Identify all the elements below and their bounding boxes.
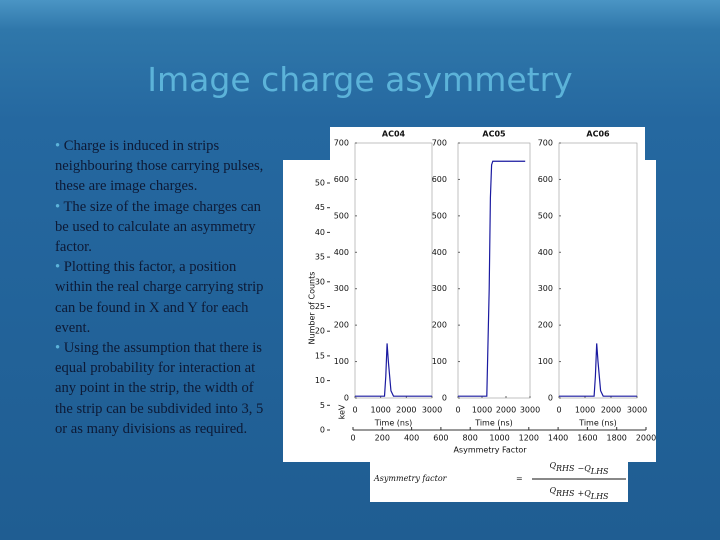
y-tick-label: 200 (334, 321, 349, 330)
bullet-list: Charge is induced in strips neighbouring… (55, 136, 273, 439)
y-tick-label: 600 (334, 175, 349, 184)
y-tick-label: 700 (538, 139, 553, 148)
y-tick-label: 500 (334, 211, 349, 220)
y-tick-label: 200 (538, 321, 553, 330)
operator: + (578, 489, 585, 498)
bullet: The size of the image charges can be use… (55, 197, 273, 258)
x-tick-label: 1000 (370, 406, 390, 415)
y-tick-label: 600 (538, 175, 553, 184)
bullet: Plotting this factor, a position within … (55, 257, 273, 338)
plot-frame (354, 142, 433, 399)
x-axis-label: Time (ns) (374, 419, 413, 428)
x-tick-label: 200 (375, 434, 390, 443)
formula-numerator: QRHS −QLHS (549, 461, 609, 476)
y-axis-label: keV (338, 404, 347, 419)
symbol: Q (549, 461, 556, 470)
formula-denominator: QRHS +QLHS (549, 486, 609, 501)
x-tick-label: 2000 (396, 406, 416, 415)
x-tick-label: 2000 (496, 406, 516, 415)
y-tick-label: 30 (315, 277, 325, 286)
plot-frame (558, 142, 638, 399)
x-tick-label: 2000 (636, 434, 656, 443)
waveform (458, 160, 526, 397)
x-tick-label: 3000 (627, 406, 647, 415)
operator: − (578, 464, 585, 473)
symbol: Q (584, 489, 591, 498)
subscript: LHS (590, 492, 609, 501)
bullet: Charge is induced in strips neighbouring… (55, 136, 273, 197)
y-axis-label: Number of Counts (308, 272, 317, 345)
y-tick-label: 0 (320, 426, 325, 435)
waveform (559, 343, 637, 397)
y-tick-label: 0 (548, 394, 553, 403)
x-tick-label: 3000 (422, 406, 442, 415)
y-tick-label: 50 (315, 179, 325, 188)
y-tick-label: 400 (334, 248, 349, 257)
y-tick-label: 100 (432, 357, 447, 366)
waveform (355, 343, 432, 397)
x-tick-label: 1400 (548, 434, 568, 443)
symbol: Q (549, 486, 556, 495)
x-tick-label: 2000 (601, 406, 621, 415)
x-tick-label: 1000 (575, 406, 595, 415)
y-tick-label: 10 (315, 376, 325, 385)
x-tick-label: 3000 (520, 406, 540, 415)
y-tick-label: 45 (315, 203, 325, 212)
panel-title: AC04 (382, 130, 406, 139)
x-tick-label: 1200 (519, 434, 539, 443)
x-tick-label: 0 (556, 406, 561, 415)
x-tick-label: 400 (404, 434, 419, 443)
y-tick-label: 300 (432, 284, 447, 293)
bullet: Using the assumption that there is equal… (55, 338, 273, 439)
x-tick-label: 1000 (472, 406, 492, 415)
y-tick-label: 300 (334, 284, 349, 293)
y-tick-label: 700 (334, 139, 349, 148)
symbol: Q (584, 464, 591, 473)
y-tick-label: 700 (432, 139, 447, 148)
slide-title: Image charge asymmetry (147, 60, 573, 99)
x-tick-label: 1800 (607, 434, 627, 443)
y-tick-label: 25 (315, 302, 325, 311)
x-tick-label: 0 (350, 434, 355, 443)
panel-title: AC05 (482, 130, 506, 139)
y-tick-label: 100 (538, 357, 553, 366)
subscript: LHS (590, 467, 609, 476)
x-tick-label: 800 (463, 434, 478, 443)
formula-equals: = (516, 474, 523, 483)
x-tick-label: 0 (352, 406, 357, 415)
y-tick-label: 15 (315, 351, 325, 360)
y-tick-label: 40 (315, 228, 325, 237)
subscript: RHS (555, 464, 575, 473)
subscript: RHS (555, 489, 575, 498)
plot-frame (457, 142, 531, 399)
y-tick-label: 400 (432, 248, 447, 257)
y-tick-label: 35 (315, 253, 325, 262)
x-tick-label: 0 (455, 406, 460, 415)
y-tick-label: 500 (538, 211, 553, 220)
x-axis-label: Time (ns) (578, 419, 617, 428)
x-tick-label: 600 (433, 434, 448, 443)
formula-lhs: Asymmetry factor (373, 474, 448, 483)
y-tick-label: 5 (320, 401, 325, 410)
y-tick-label: 20 (315, 327, 325, 336)
y-tick-label: 300 (538, 284, 553, 293)
y-tick-label: 0 (344, 394, 349, 403)
y-tick-label: 200 (432, 321, 447, 330)
x-tick-label: 1600 (577, 434, 597, 443)
x-tick-label: 1000 (489, 434, 509, 443)
y-tick-label: 100 (334, 357, 349, 366)
y-tick-label: 600 (432, 175, 447, 184)
y-tick-label: 400 (538, 248, 553, 257)
x-axis-label: Asymmetry Factor (453, 446, 527, 455)
panel-title: AC06 (586, 130, 610, 139)
y-tick-label: 0 (442, 394, 447, 403)
y-tick-label: 500 (432, 211, 447, 220)
x-axis-label: Time (ns) (474, 419, 513, 428)
